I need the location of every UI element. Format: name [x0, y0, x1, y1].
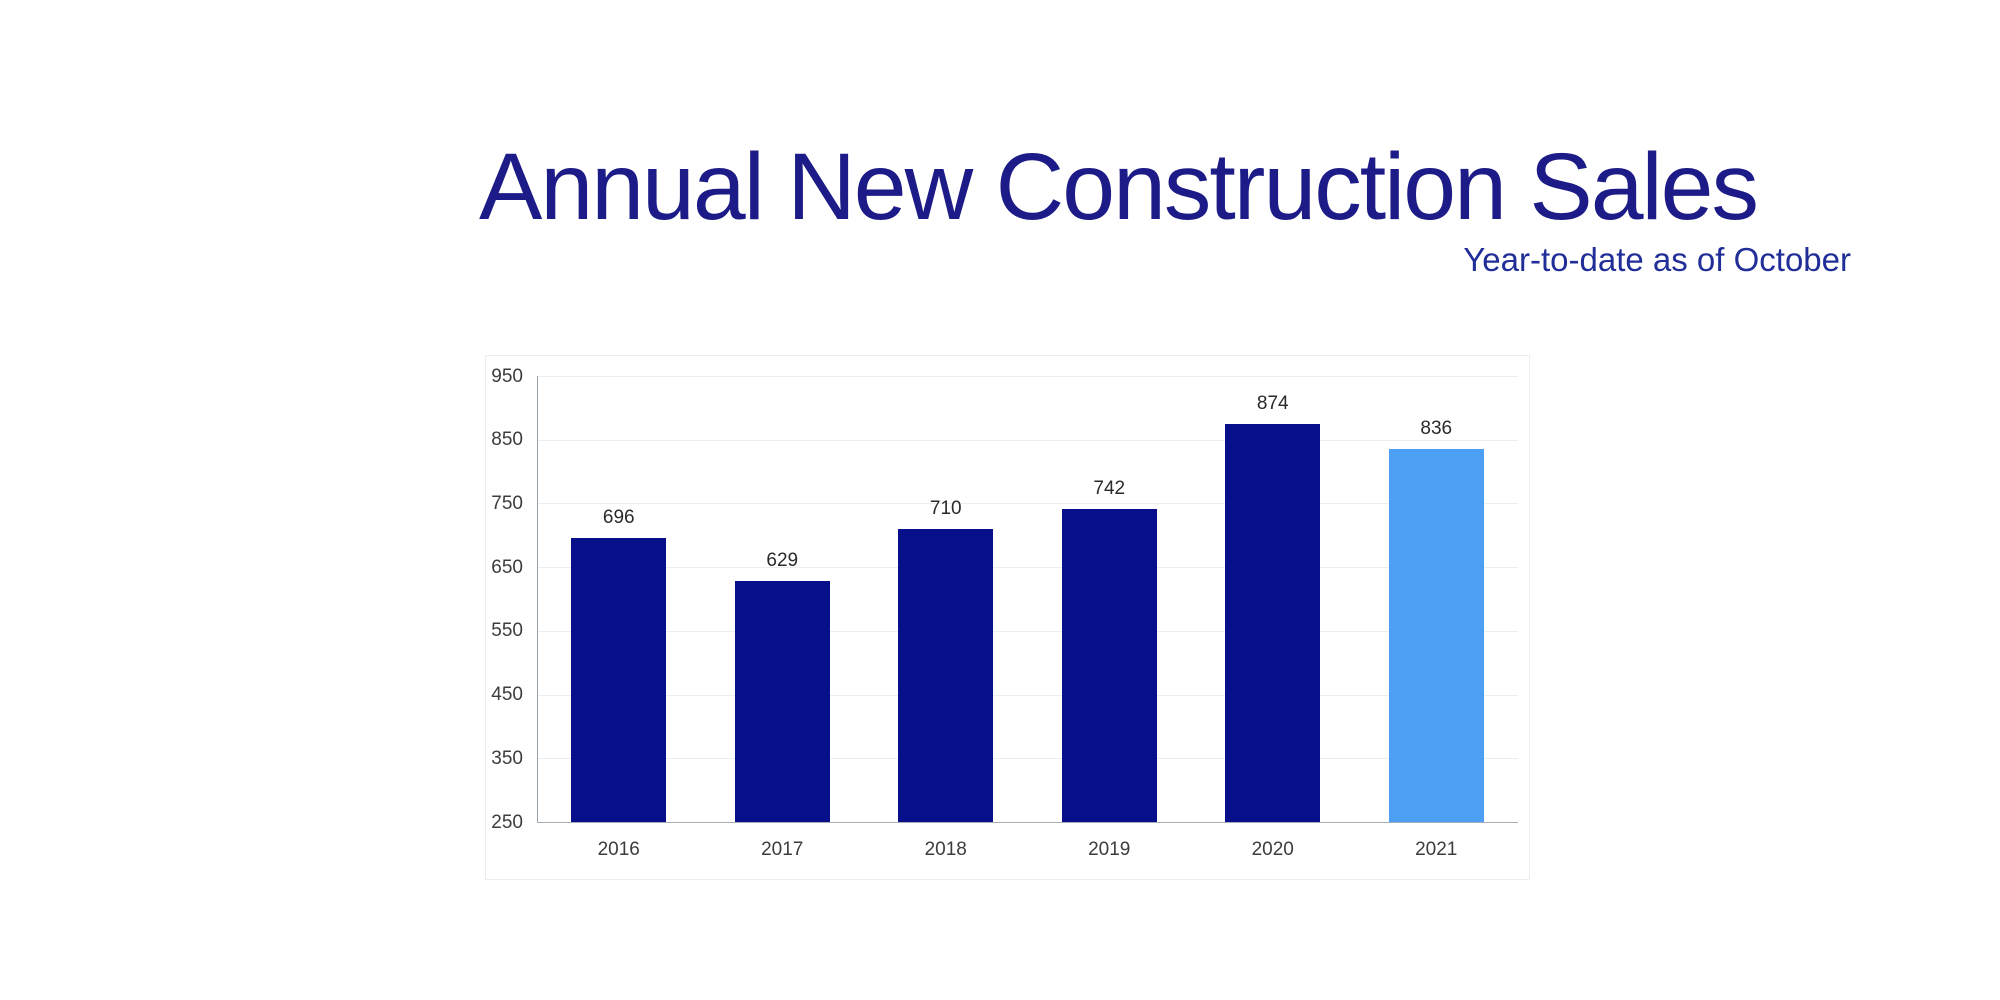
- y-tick-label-550: 550: [491, 620, 523, 642]
- y-tick-label-350: 350: [491, 747, 523, 769]
- x-tick-label-2017: 2017: [761, 839, 804, 860]
- gridline-350: [538, 758, 1518, 760]
- gridline-850: [538, 439, 1518, 441]
- bar-chart: 696 629 710 742 874 836 250 350 450 550 650 750 850…: [485, 355, 1530, 880]
- bar-2017: [734, 580, 830, 822]
- chart-title: Annual New Construction Sales: [479, 134, 1759, 240]
- bar-2016: [571, 537, 667, 822]
- x-tick-label-2020: 2020: [1251, 839, 1294, 860]
- gridline-550: [538, 630, 1518, 632]
- y-tick-label-950: 950: [491, 365, 523, 387]
- x-axis-line: [537, 822, 1518, 823]
- y-tick-label-250: 250: [491, 811, 523, 833]
- bar-2018: [898, 528, 994, 822]
- bar-2020: [1225, 424, 1321, 822]
- bar-value-label-2021: 836: [1420, 417, 1453, 439]
- y-tick-label-450: 450: [491, 684, 523, 706]
- bar-value-label-2016: 696: [602, 506, 635, 528]
- plot-area: 696 629 710 742 874 836: [537, 376, 1518, 823]
- y-tick-label-750: 750: [491, 492, 523, 514]
- x-tick-label-2016: 2016: [597, 839, 640, 860]
- bar-value-label-2017: 629: [766, 549, 799, 571]
- y-tick-label-650: 650: [491, 556, 523, 578]
- bar-value-label-2018: 710: [929, 497, 962, 519]
- gridline-450: [538, 694, 1518, 696]
- bar-2021: [1388, 448, 1484, 822]
- gridline-950: [538, 376, 1518, 377]
- x-tick-label-2019: 2019: [1088, 839, 1131, 860]
- y-tick-label-850: 850: [491, 429, 523, 451]
- gridline-650: [538, 567, 1518, 569]
- bar-2019: [1061, 508, 1157, 822]
- chart-subtitle: Year-to-date as of October: [1463, 241, 1851, 278]
- bar-value-label-2019: 742: [1093, 477, 1126, 499]
- bar-value-label-2020: 874: [1256, 393, 1289, 415]
- x-tick-label-2018: 2018: [924, 839, 967, 860]
- gridline-750: [538, 503, 1518, 505]
- y-axis-line: [537, 376, 538, 822]
- x-tick-label-2021: 2021: [1415, 839, 1458, 860]
